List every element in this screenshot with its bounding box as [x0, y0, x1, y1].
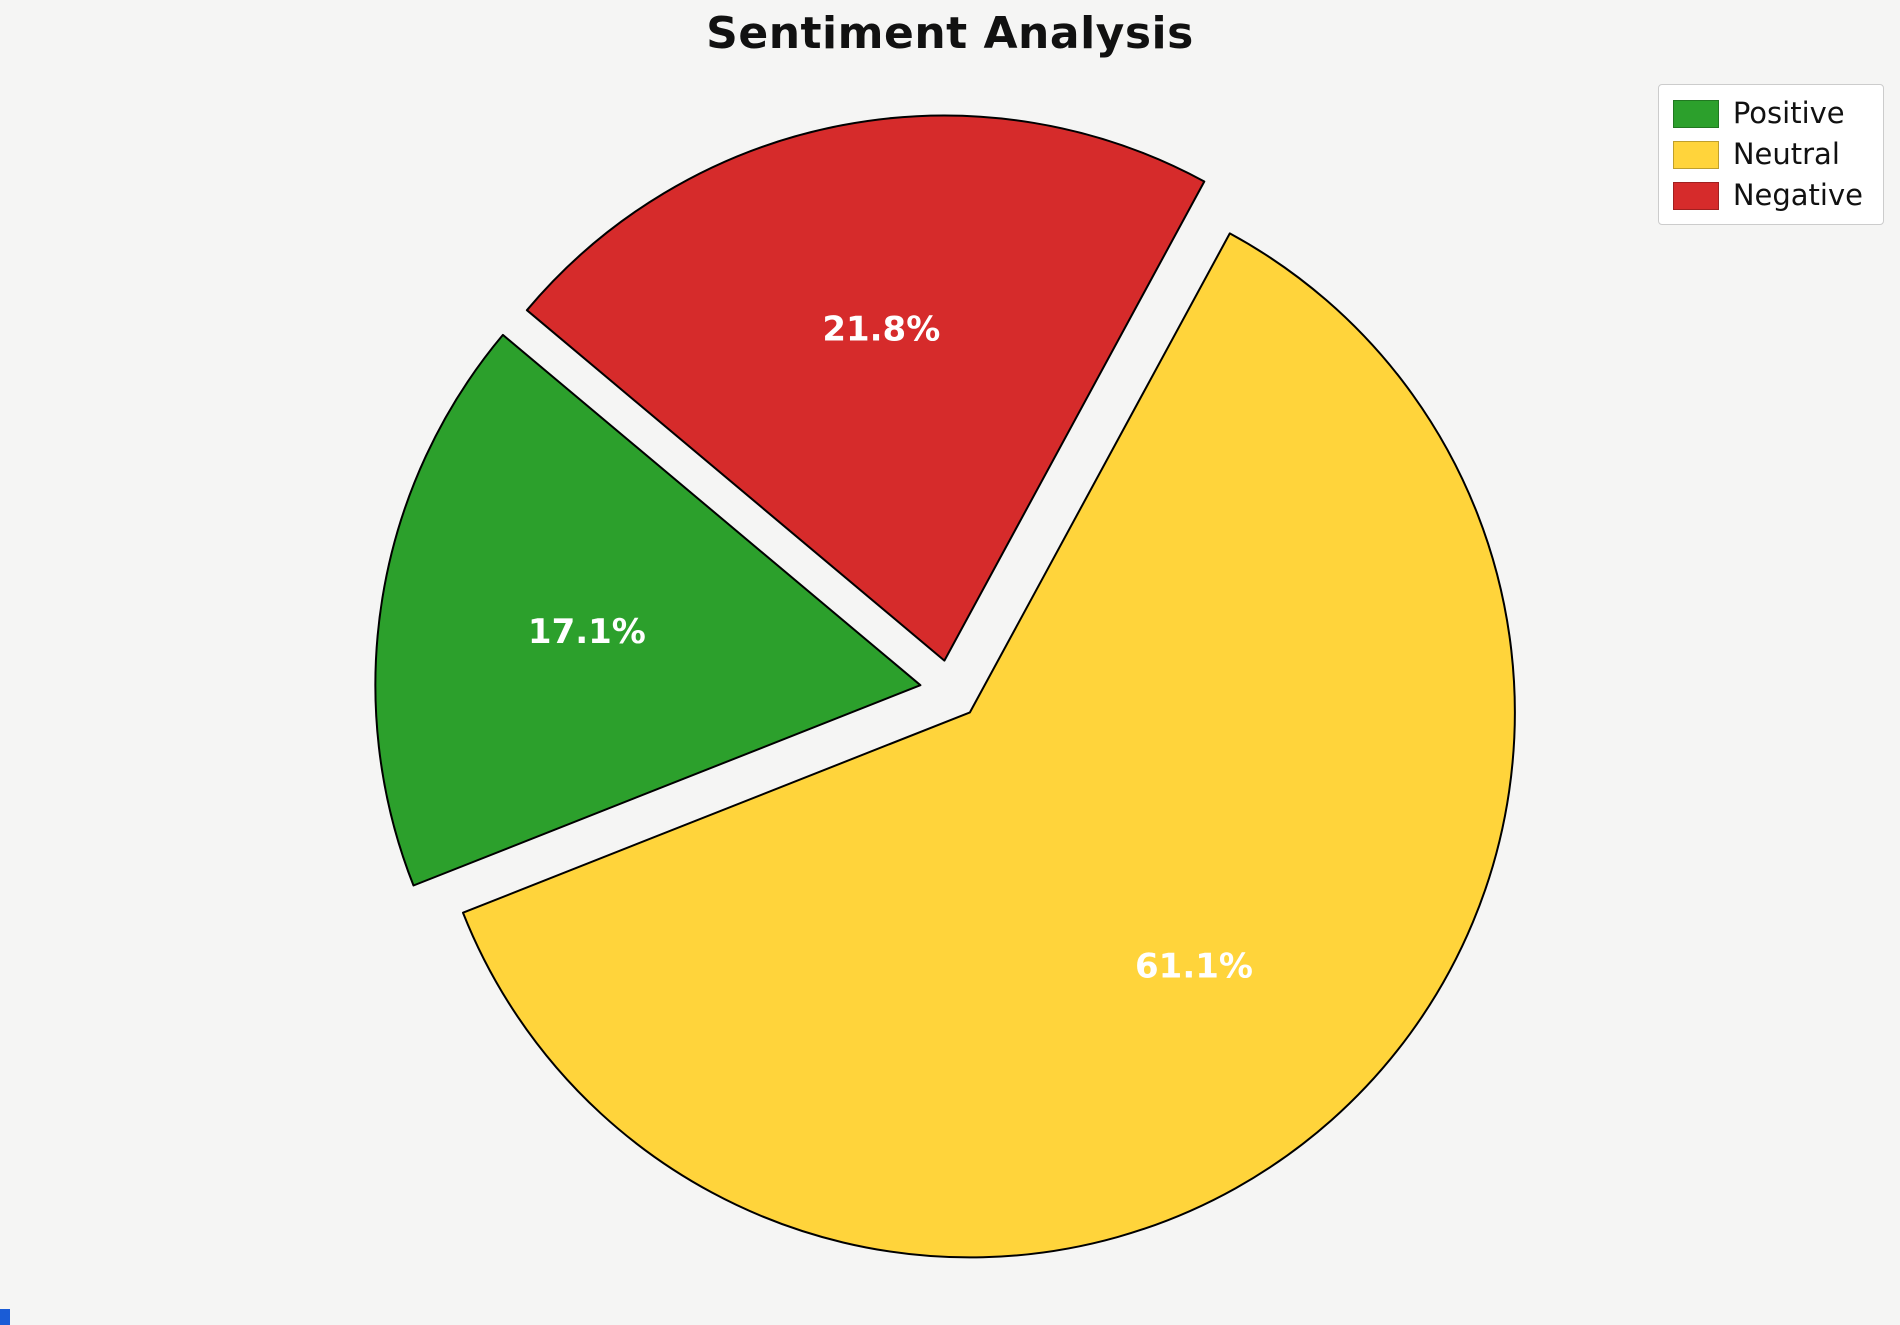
legend-label-positive: Positive — [1732, 96, 1845, 130]
legend-swatch-positive — [1672, 99, 1719, 128]
legend-label-negative: Negative — [1732, 178, 1863, 212]
pct-label-negative: 21.8% — [822, 310, 940, 350]
pct-label-neutral: 61.1% — [1135, 946, 1253, 986]
legend-item-neutral: Neutral — [1672, 137, 1863, 171]
corner-artifact — [0, 1309, 10, 1325]
legend-label-neutral: Neutral — [1732, 137, 1840, 171]
legend-item-negative: Negative — [1672, 178, 1863, 212]
pie-slice-neutral — [462, 232, 1516, 1259]
legend-item-positive: Positive — [1672, 96, 1863, 130]
pct-label-positive: 17.1% — [528, 612, 646, 652]
legend-swatch-negative — [1672, 181, 1719, 210]
legend-swatch-neutral — [1672, 140, 1719, 169]
chart-title: Sentiment Analysis — [706, 8, 1194, 59]
pie-slice-negative — [525, 114, 1206, 662]
pie-slice-positive — [374, 333, 922, 887]
legend-box: Positive Neutral Negative — [1657, 84, 1884, 225]
